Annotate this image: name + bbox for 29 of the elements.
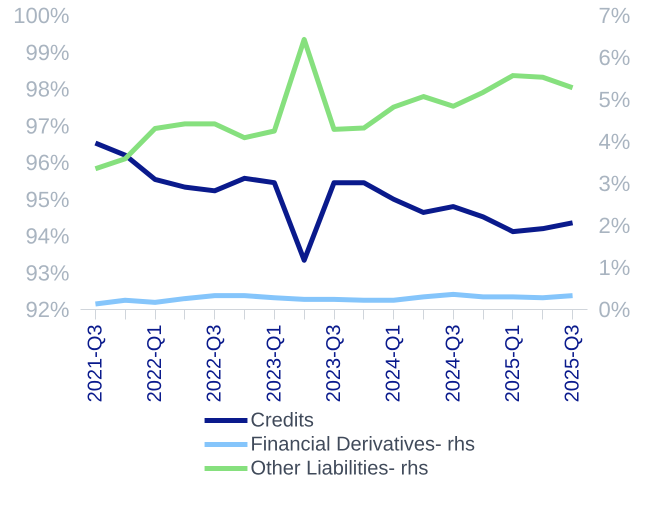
legend-label: Financial Derivatives- rhs [250,434,476,456]
y2-tick-label: 3% [598,171,630,196]
y2-tick-label: 4% [598,129,630,154]
y-tick-label: 97% [25,113,70,138]
y-tick-label: 99% [25,40,70,65]
y2-tick-label: 6% [598,45,630,70]
y-tick-label: 100% [13,3,70,28]
x-tick-label: 2022-Q3 [204,324,226,402]
x-tick-label: 2025-Q3 [562,324,584,402]
y-tick-label: 98% [25,76,70,102]
x-tick-label: 2022-Q1 [144,324,166,402]
x-tick-label: 2024-Q1 [382,324,405,402]
y-tick-label: 92% [25,297,70,322]
y-tick-label: 95% [25,186,70,212]
y2-tick-label: 7% [598,3,630,28]
y-tick-label: 96% [25,150,70,175]
x-tick-label: 2023-Q1 [263,324,286,402]
y2-tick-label: 1% [598,255,630,280]
y-tick-label: 94% [25,224,70,248]
x-tick-label: 2021-Q3 [84,324,106,402]
legend-label: Credits [250,410,314,432]
y-tick-label: 93% [25,260,70,286]
legend-label: Other Liabilities- rhs [250,458,428,480]
y2-tick-label: 5% [598,87,630,112]
x-tick-label: 2023-Q3 [323,324,345,402]
x-tick-label: 2025-Q1 [502,324,524,402]
y2-tick-label: 0% [598,297,630,322]
x-tick-label: 2024-Q3 [442,324,464,402]
y2-tick-label: 2% [598,213,630,238]
